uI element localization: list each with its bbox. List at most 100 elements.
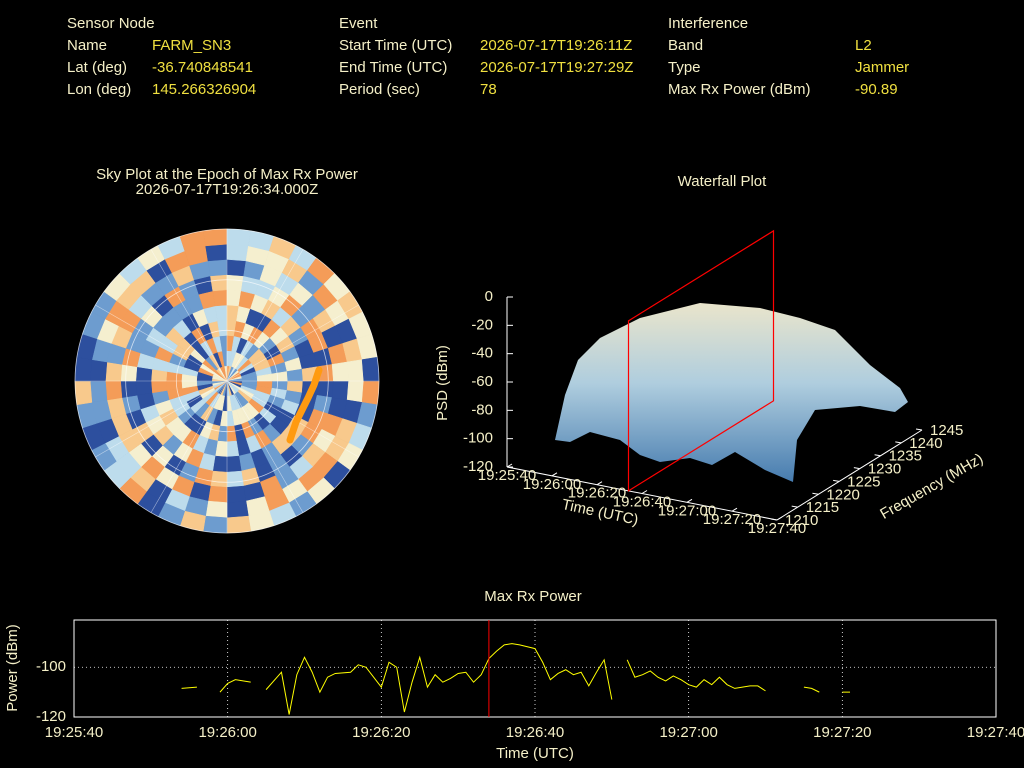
x-tick (596, 481, 603, 486)
sky-cell (202, 515, 228, 534)
y-tick-label: 1220 (826, 486, 859, 503)
y-axis-title: Power (dBm) (4, 624, 21, 712)
field-value: 145.266326904 (152, 81, 256, 98)
sky-cell (120, 380, 138, 398)
y-tick-label: 1245 (930, 422, 963, 439)
field-label: Start Time (UTC) (339, 37, 452, 54)
sky-cell (212, 289, 228, 307)
x-tick-label: 19:26:20 (352, 724, 410, 741)
field-label: Period (sec) (339, 81, 420, 98)
plot-frame (73, 619, 997, 718)
sky-cell (346, 359, 365, 382)
sky-cell (207, 259, 228, 277)
x-tick (731, 507, 738, 512)
waterfall-plot: Waterfall Plot 0 -20 -40 -60 -80 -100 -12019:25… (434, 173, 986, 537)
sky-cell (214, 304, 228, 322)
epoch-plane (627, 229, 775, 492)
section-title: Event (339, 15, 378, 32)
y-tick-label: 1240 (909, 435, 942, 452)
y-tick-label: -100 (36, 658, 66, 675)
sky-cell (74, 380, 93, 406)
y-tick-label: 1230 (868, 461, 901, 478)
x-axis-title: Time (UTC) (496, 745, 574, 762)
sky-spoke (95, 304, 228, 382)
sky-cell (105, 361, 123, 382)
field-value: FARM_SN3 (152, 37, 231, 54)
x-tick-label: 19:25:40 (45, 724, 103, 741)
z-tick-label: -120 (463, 458, 493, 475)
sky-spoke (95, 380, 228, 458)
y-tick-label: 1215 (806, 499, 839, 516)
field-label: Type (668, 59, 701, 76)
field-value: 2026-07-17T19:27:29Z (480, 59, 633, 76)
sky-cell (226, 274, 244, 292)
sky-cell (74, 356, 93, 382)
x-tick (686, 498, 693, 503)
y-tick (791, 505, 798, 508)
psd-surface (555, 303, 908, 482)
x-tick-label: 19:27:00 (658, 502, 716, 519)
x-tick (776, 516, 783, 521)
field-label: Lat (deg) (67, 59, 127, 76)
sky-cell (361, 380, 380, 406)
chart-title: Sky Plot at the Epoch of Max Rx Power (96, 166, 358, 183)
field-value: L2 (855, 37, 872, 54)
sky-cell (226, 500, 249, 519)
y-tick (895, 441, 902, 444)
sky-cell (361, 356, 380, 382)
sky-cell (105, 380, 123, 401)
sky-cell (210, 470, 228, 488)
sky-spoke (226, 380, 359, 458)
power-plot: Max Rx Power 19:25:40 19:26:00 19:26:20 19:2… (4, 588, 1024, 762)
sky-cell (226, 485, 247, 503)
sky-cell (120, 364, 138, 382)
x-tick-label: 19:27:20 (813, 724, 871, 741)
sky-cell (226, 515, 252, 534)
x-tick-label: 19:27:00 (659, 724, 717, 741)
sky-cell (226, 259, 247, 277)
satellite-track (286, 366, 323, 444)
field-value: 78 (480, 81, 497, 98)
sky-spoke (150, 380, 228, 513)
z-tick-label: -40 (471, 345, 493, 362)
sky-spoke (226, 249, 304, 382)
sky-cell (226, 243, 249, 262)
x-tick-label: 19:26:40 (613, 493, 671, 510)
y-tick (915, 428, 923, 431)
x-tick-label: 19:26:20 (568, 485, 626, 502)
field-value: Jammer (855, 59, 909, 76)
field-value: -90.89 (855, 81, 898, 98)
y-tick (812, 492, 819, 495)
sky-cell (226, 470, 244, 488)
chart-title: Max Rx Power (484, 588, 582, 605)
sky-spoke (150, 249, 228, 382)
z-tick-label: -20 (471, 316, 493, 333)
x-tick-label: 19:27:40 (748, 520, 806, 537)
y-tick (874, 454, 881, 457)
x-tick-label: 19:27:20 (703, 511, 761, 528)
z-tick-label: -60 (471, 373, 493, 390)
y-tick (833, 479, 840, 482)
sky-cell (331, 380, 349, 401)
z-axis-title: PSD (dBm) (434, 345, 451, 421)
sky-cell (286, 368, 304, 382)
x-tick (551, 472, 558, 477)
y-tick (770, 518, 778, 521)
sky-cell (226, 440, 240, 458)
sky-cell (150, 380, 168, 394)
x-tick-label: 19:26:40 (506, 724, 564, 741)
sky-spoke (226, 304, 359, 382)
y-tick-label: -120 (36, 708, 66, 725)
x-tick (641, 490, 648, 494)
y-tick-label: 1235 (889, 448, 922, 465)
z-tick-label: 0 (485, 288, 493, 305)
sky-cell (316, 380, 334, 398)
chart-subtitle: 2026-07-17T19:26:34.000Z (136, 181, 319, 198)
field-label: Max Rx Power (dBm) (668, 81, 811, 98)
power-line (181, 643, 851, 715)
field-label: Name (67, 37, 107, 54)
y-tick-label: 1225 (847, 473, 880, 490)
field-label: Band (668, 37, 703, 54)
y-tick (853, 467, 860, 470)
